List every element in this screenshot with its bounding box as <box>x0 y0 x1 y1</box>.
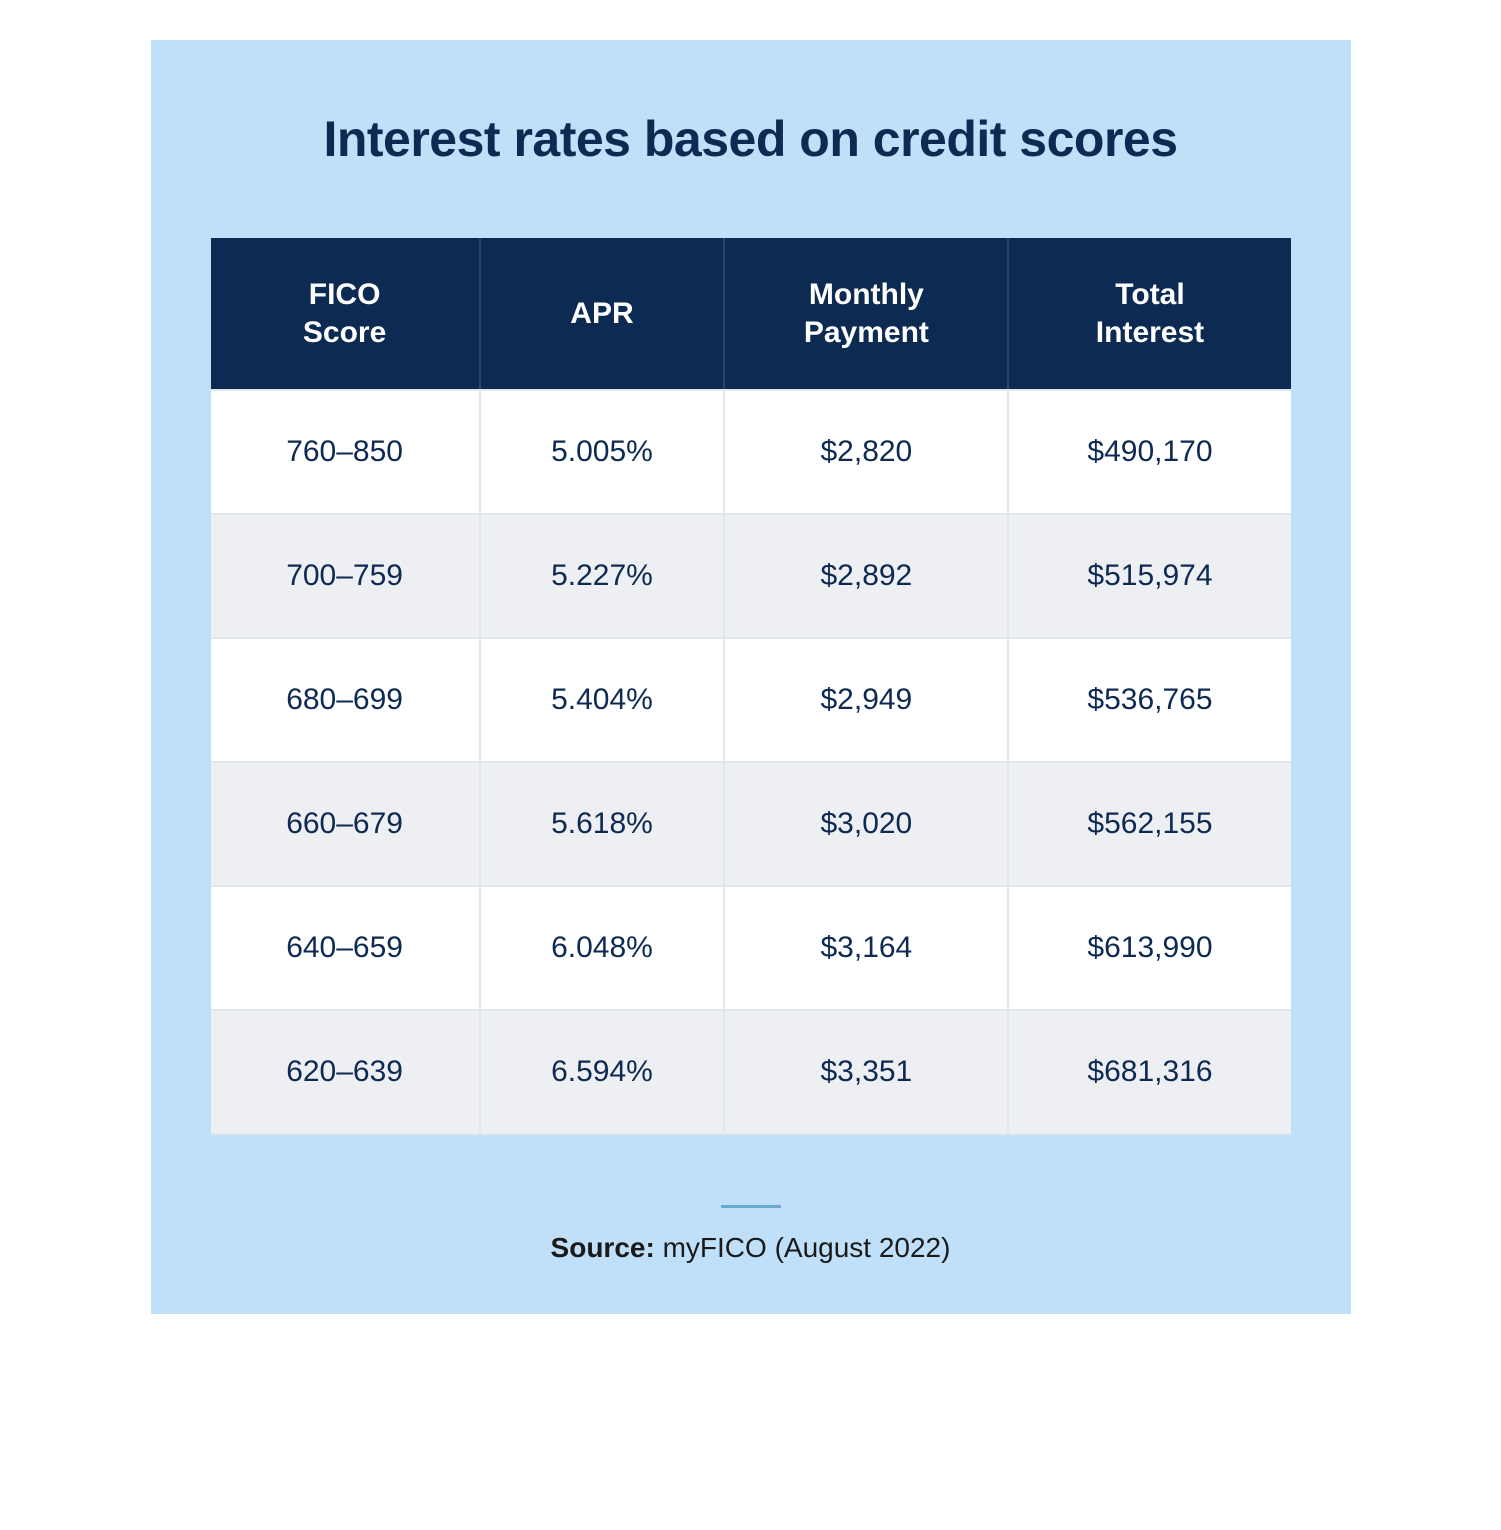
cell: 6.048% <box>481 885 726 1009</box>
cell: $681,316 <box>1009 1009 1290 1135</box>
table-body: 760–850 5.005% $2,820 $490,170 700–759 5… <box>211 389 1291 1135</box>
rates-table: FICOScore APR MonthlyPayment TotalIntere… <box>211 238 1291 1135</box>
col-monthly: MonthlyPayment <box>725 238 1009 389</box>
cell: $2,892 <box>725 513 1009 637</box>
cell: $613,990 <box>1009 885 1290 1009</box>
source-value: myFICO (August 2022) <box>663 1232 951 1263</box>
table-row: 680–699 5.404% $2,949 $536,765 <box>211 637 1291 761</box>
cell: 5.005% <box>481 389 726 513</box>
cell: $3,351 <box>725 1009 1009 1135</box>
cell: 620–639 <box>211 1009 481 1135</box>
cell: $515,974 <box>1009 513 1290 637</box>
cell: 760–850 <box>211 389 481 513</box>
cell: 700–759 <box>211 513 481 637</box>
col-fico: FICOScore <box>211 238 481 389</box>
cell: 640–659 <box>211 885 481 1009</box>
cell: $3,164 <box>725 885 1009 1009</box>
cell: 660–679 <box>211 761 481 885</box>
cell: 5.227% <box>481 513 726 637</box>
cell: 5.404% <box>481 637 726 761</box>
table-header: FICOScore APR MonthlyPayment TotalIntere… <box>211 238 1291 389</box>
cell: $3,020 <box>725 761 1009 885</box>
cell: $490,170 <box>1009 389 1290 513</box>
cell: $562,155 <box>1009 761 1290 885</box>
cell: $2,820 <box>725 389 1009 513</box>
infographic-card: Interest rates based on credit scores FI… <box>151 40 1351 1314</box>
table-row: 660–679 5.618% $3,020 $562,155 <box>211 761 1291 885</box>
table-row: 620–639 6.594% $3,351 $681,316 <box>211 1009 1291 1135</box>
divider-rule <box>721 1205 781 1208</box>
col-total: TotalInterest <box>1009 238 1290 389</box>
source-label: Source: <box>551 1232 655 1263</box>
source-line: Source: myFICO (August 2022) <box>211 1232 1291 1264</box>
footer: Source: myFICO (August 2022) <box>211 1205 1291 1264</box>
cell: $2,949 <box>725 637 1009 761</box>
table-row: 760–850 5.005% $2,820 $490,170 <box>211 389 1291 513</box>
cell: $536,765 <box>1009 637 1290 761</box>
table-row: 640–659 6.048% $3,164 $613,990 <box>211 885 1291 1009</box>
cell: 680–699 <box>211 637 481 761</box>
table-row: 700–759 5.227% $2,892 $515,974 <box>211 513 1291 637</box>
cell: 6.594% <box>481 1009 726 1135</box>
cell: 5.618% <box>481 761 726 885</box>
col-apr: APR <box>481 238 726 389</box>
page-title: Interest rates based on credit scores <box>211 110 1291 168</box>
